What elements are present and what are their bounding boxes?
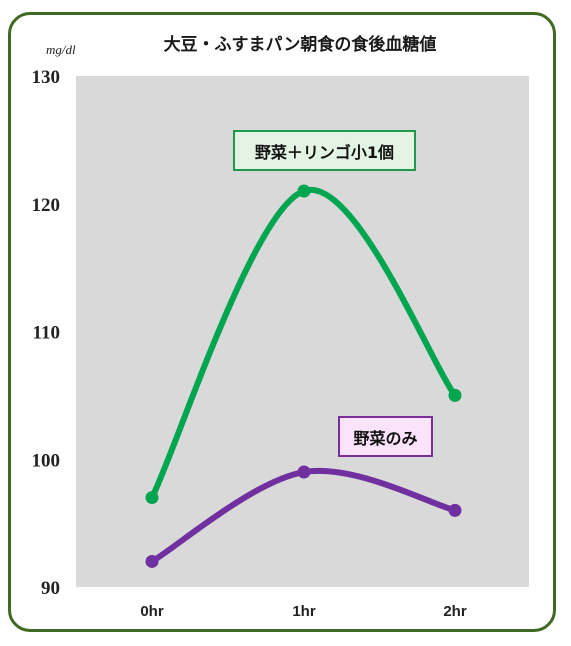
- legend-series-green: 野菜＋リンゴ小1個: [233, 130, 416, 171]
- series-1: [145, 184, 462, 505]
- y-tick-label: 130: [32, 67, 61, 88]
- series-2: [145, 465, 462, 568]
- x-axis: 0hr 1hr 2hr: [140, 603, 467, 620]
- y-axis-unit-label: mg/dl: [46, 42, 76, 57]
- x-tick-label: 0hr: [140, 603, 164, 620]
- data-point: [145, 491, 159, 505]
- data-point: [448, 388, 462, 402]
- x-tick-label: 1hr: [292, 603, 316, 620]
- y-tick-label: 90: [41, 578, 60, 599]
- y-tick-label: 110: [33, 323, 60, 344]
- series-layer: [145, 184, 462, 568]
- data-point: [145, 554, 159, 568]
- legend-series-purple: 野菜のみ: [338, 416, 433, 457]
- y-axis: 90 100 110 120 130: [32, 67, 61, 599]
- data-point: [448, 503, 462, 517]
- data-point: [297, 465, 311, 479]
- x-tick-label: 2hr: [443, 603, 467, 620]
- y-tick-label: 120: [32, 195, 61, 216]
- chart-title: 大豆・ふすまパン朝食の食後血糖値: [163, 35, 437, 55]
- data-point: [297, 184, 311, 198]
- y-tick-label: 100: [32, 450, 61, 471]
